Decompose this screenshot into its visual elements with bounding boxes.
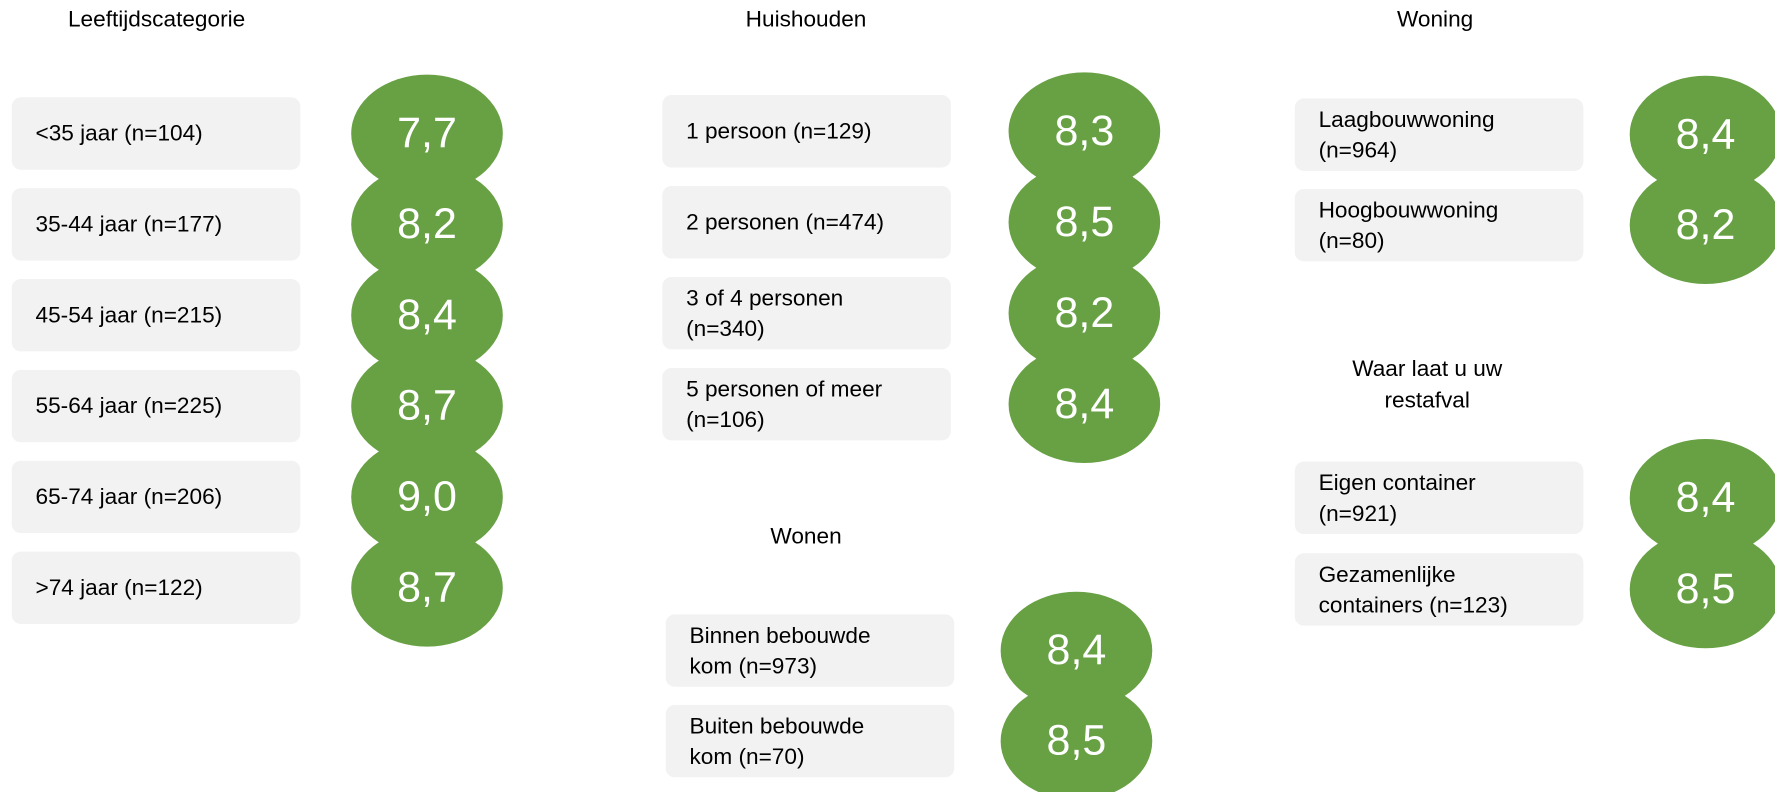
label-box [11,460,301,534]
item-label: (n=964) [1319,138,1398,163]
item-label: Laagbouwwoning [1319,107,1495,132]
item-label: Gezamenlijke [1319,562,1456,587]
score-value: 9,0 [397,473,457,521]
score-badge [351,347,503,465]
score-value: 8,7 [397,382,457,430]
score-badge [351,165,503,284]
score-value: 8,2 [397,200,457,248]
score-value: 8,7 [397,563,457,611]
item-label: 5 personen of meer [686,377,883,402]
label-box [662,95,951,168]
item-label: 3 of 4 personen [686,286,843,311]
group-title: Woning [1397,6,1473,31]
label-box [662,367,951,441]
group-title: Leeftijdscategorie [68,6,245,31]
score-value: 8,4 [1047,626,1107,674]
item-label: 55-64 jaar (n=225) [36,393,223,418]
score-value: 8,2 [1676,201,1736,249]
label-box [11,97,301,170]
label-box [662,276,951,350]
item-label: <35 jaar (n=104) [36,121,203,146]
score-value: 8,5 [1054,198,1114,246]
label-box [11,279,301,352]
score-badge [1000,591,1153,710]
score-value: 8,2 [1054,289,1114,337]
label-box [11,551,301,624]
score-value: 8,5 [1676,565,1736,613]
label-box [1294,98,1584,171]
score-badge [351,256,503,375]
item-label: containers (n=123) [1319,592,1508,617]
label-box [665,614,955,687]
label-box [1294,461,1584,535]
score-badge [1629,439,1775,557]
item-label: >74 jaar (n=122) [36,575,203,600]
item-label: Binnen bebouwde [690,623,871,648]
score-value: 8,5 [1047,717,1107,765]
item-label: 2 personen (n=474) [686,209,884,234]
score-value: 8,4 [1676,473,1736,521]
item-label: 35-44 jaar (n=177) [36,211,223,236]
score-badge [351,438,503,556]
group-title: Wonen [770,523,841,548]
score-value: 8,4 [1676,110,1736,158]
group-title: restafval [1384,388,1469,413]
score-value: 8,4 [397,291,457,339]
label-box [11,188,301,261]
score-value: 8,3 [1054,107,1114,155]
label-box [662,186,951,259]
label-box [665,704,955,778]
score-badge [1629,166,1775,284]
item-label: (n=340) [686,316,765,341]
item-label: (n=921) [1319,501,1398,526]
group-title: Waar laat u uw [1352,356,1503,381]
item-label: Eigen container [1319,470,1477,495]
group-title: Huishouden [746,6,867,31]
score-badge [351,528,503,647]
item-label: 1 persoon (n=129) [686,118,871,143]
score-badge [1000,682,1153,792]
item-label: (n=106) [686,407,765,432]
score-badge [1008,163,1161,282]
score-badge [1008,345,1161,463]
item-label: kom (n=70) [690,744,805,769]
score-badge [1008,72,1161,191]
score-badge [351,74,503,193]
label-box [11,369,301,443]
label-box [1294,188,1584,262]
score-value: 8,4 [1054,380,1114,428]
item-label: Hoogbouwwoning [1319,198,1499,223]
score-value: 7,7 [397,109,457,157]
score-badge [1629,75,1775,194]
item-label: kom (n=973) [690,654,818,679]
score-badge [1008,254,1161,373]
item-label: 45-54 jaar (n=215) [36,302,223,327]
item-label: 65-74 jaar (n=206) [36,484,223,509]
label-box [1294,553,1584,626]
item-label: Buiten bebouwde [690,713,865,738]
item-label: (n=80) [1319,228,1385,253]
score-badge [1629,530,1775,649]
